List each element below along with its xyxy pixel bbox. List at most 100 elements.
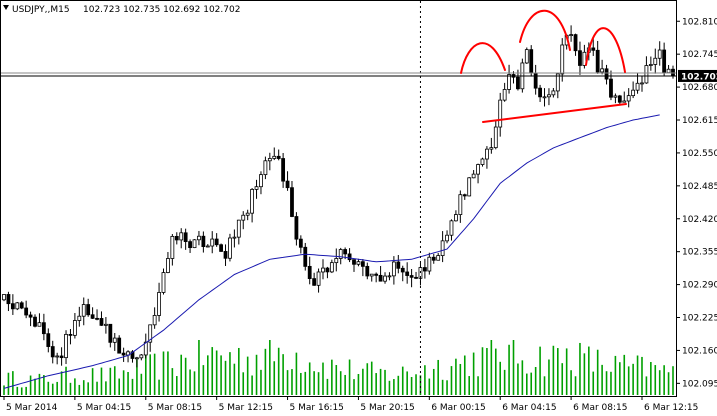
x-axis: 5 Mar 2014 5 Mar 04:15 5 Mar 08:15 5 Mar 12…: [3, 396, 698, 413]
candle-bull: [640, 82, 644, 85]
candle-bull: [458, 194, 463, 215]
y-tick-label: 102.095: [682, 379, 717, 389]
candle-bull: [622, 100, 627, 103]
moving-average-line: [3, 114, 660, 389]
right-shoulder-arc: [585, 27, 626, 73]
candle-bull: [657, 49, 662, 59]
candle-bear: [595, 49, 600, 73]
candle-bull: [542, 96, 547, 99]
candle-bear: [591, 47, 596, 51]
candle-bull: [427, 256, 432, 272]
candle-bull: [383, 275, 387, 282]
candle-bull: [449, 220, 454, 236]
candle-bull: [387, 275, 392, 278]
symbol-triangle-icon: [3, 5, 9, 10]
candle-bear: [99, 318, 104, 326]
left-shoulder-arc: [460, 42, 506, 74]
candle-bear: [28, 314, 33, 318]
x-tick-label: 6 Mar 12:15: [644, 403, 698, 413]
candle-bull: [445, 234, 449, 242]
candle-bear: [201, 235, 206, 248]
candle-bull: [440, 240, 445, 256]
candle-bear: [462, 194, 467, 197]
candle-bear: [281, 158, 286, 182]
candle-bear: [86, 304, 91, 316]
candle-bull: [179, 232, 184, 241]
candle-bull: [267, 158, 272, 162]
candle-bull: [338, 249, 343, 259]
candle-bull: [493, 126, 498, 149]
candles: [2, 25, 675, 368]
candle-bear: [352, 259, 356, 265]
candle-bull: [72, 320, 77, 336]
current-price-tag: 102.702: [678, 69, 717, 82]
candle-bull: [560, 44, 565, 75]
candle-bear: [174, 236, 179, 241]
candle-bear: [50, 346, 55, 358]
candle-bull: [635, 82, 640, 91]
candle-bull: [547, 94, 551, 98]
candle-bear: [33, 316, 37, 327]
candle-bear: [343, 249, 348, 255]
candle-bear: [604, 68, 609, 80]
candle-bull: [485, 148, 489, 160]
candle-bull: [436, 255, 441, 261]
candle-bear: [414, 276, 418, 279]
candle-bull: [502, 89, 507, 101]
candle-bear: [662, 49, 667, 74]
candle-bull: [356, 261, 361, 265]
candle-bull: [272, 155, 277, 159]
ohlc-values: 102.723 102.735 102.692 102.702: [83, 5, 240, 15]
candle-bull: [524, 49, 529, 64]
candle-bear: [68, 333, 73, 336]
y-tick-label: 102.615: [682, 116, 717, 126]
candle-bull: [192, 239, 197, 249]
y-tick-label: 102.355: [682, 248, 717, 258]
candle-bull: [480, 158, 485, 165]
current-price-label: 102.702: [681, 72, 717, 82]
candle-bull: [507, 74, 511, 90]
candle-bull: [631, 89, 636, 97]
candle-bull: [555, 73, 560, 92]
volume-bars: [3, 340, 674, 395]
candle-bear: [325, 267, 330, 273]
candle-bull: [498, 99, 503, 128]
y-tick-label: 102.485: [682, 182, 717, 192]
candle-bull: [259, 174, 263, 188]
candle-bull: [205, 245, 210, 248]
candle-bear: [24, 307, 29, 316]
candle-bull: [64, 333, 68, 359]
candle-bull: [55, 355, 60, 358]
candle-bear: [538, 87, 542, 98]
candle-bear: [360, 261, 365, 267]
candle-bear: [276, 155, 281, 159]
candle-bull: [77, 315, 82, 321]
x-tick-label: 5 Mar 08:15: [148, 403, 202, 413]
candle-bull: [250, 189, 255, 214]
x-tick-label: 5 Mar 12:15: [219, 403, 273, 413]
candle-bull: [112, 337, 117, 343]
candle-bear: [409, 275, 414, 278]
candle-bull: [471, 173, 476, 179]
candle-bear: [90, 314, 95, 319]
candle-bear: [578, 50, 582, 66]
candle-bull: [321, 267, 325, 273]
candle-bull: [600, 68, 605, 73]
candle-bear: [117, 337, 122, 354]
y-tick-label: 102.680: [682, 83, 717, 93]
candle-bear: [19, 302, 24, 309]
candle-bull: [582, 51, 587, 66]
candle-bull: [644, 65, 649, 84]
candle-bear: [59, 355, 64, 359]
head-shoulders-annotation: [460, 9, 627, 123]
candle-bull: [454, 214, 458, 222]
candle-bull: [161, 272, 166, 293]
candle-bull: [157, 292, 161, 316]
candle-bear: [10, 303, 15, 310]
candle-bull: [551, 90, 556, 96]
candle-bull: [197, 235, 201, 241]
candle-bear: [347, 253, 352, 261]
candle-bull: [135, 357, 139, 360]
